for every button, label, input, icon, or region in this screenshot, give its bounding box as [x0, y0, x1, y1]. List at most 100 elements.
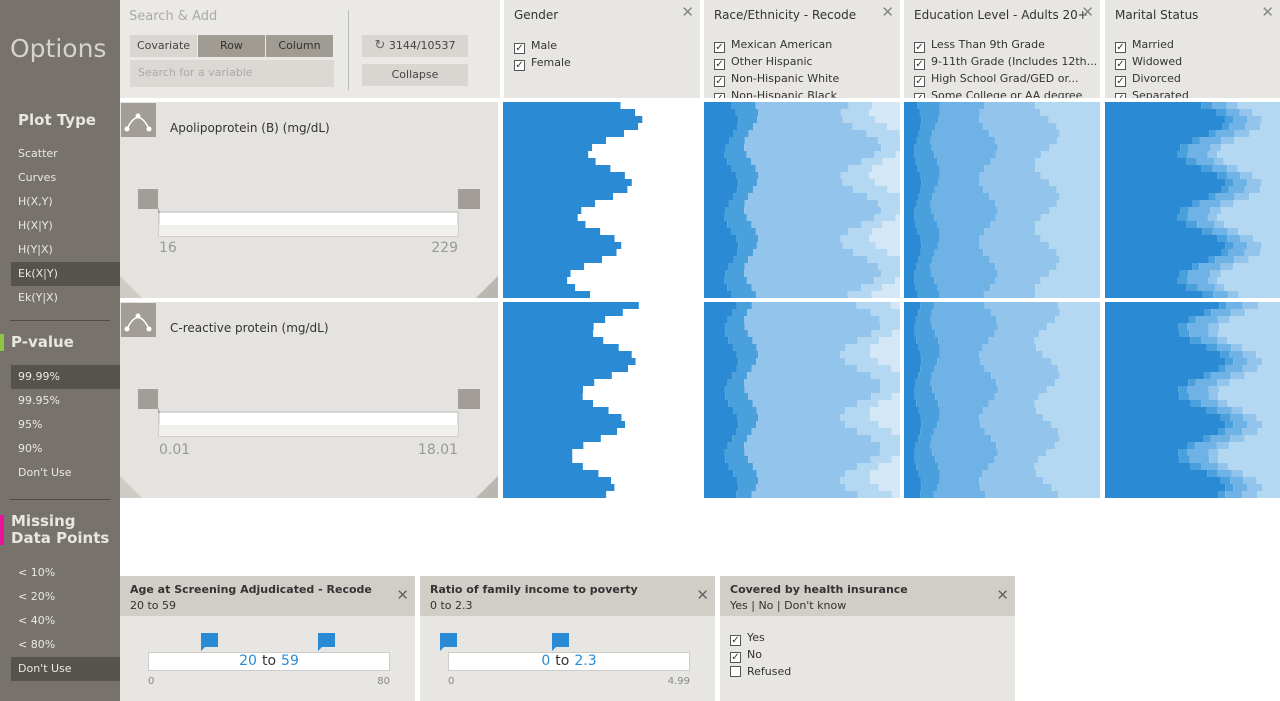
plot-band	[744, 379, 880, 386]
checkbox-option[interactable]: ✓ No	[730, 648, 762, 663]
checkbox[interactable]: ✓	[714, 59, 725, 70]
plot-band	[704, 435, 733, 442]
checkbox-option[interactable]: ✓ High School Grad/GED or...	[914, 72, 1078, 87]
checkbox-option[interactable]: ✓ Non-Hispanic Black	[714, 89, 837, 98]
plot-band	[1189, 456, 1210, 463]
plot-icon[interactable]	[121, 103, 156, 137]
menu-item[interactable]: H(X|Y)	[18, 219, 53, 232]
plot-icon[interactable]	[121, 303, 156, 337]
checkbox[interactable]: ✓	[1115, 42, 1126, 53]
range-handle[interactable]	[200, 633, 218, 647]
plot-band	[503, 193, 614, 200]
checkbox-option[interactable]: ✓ Non-Hispanic White	[714, 72, 839, 87]
range-handle[interactable]	[458, 189, 480, 209]
plot-band	[1105, 351, 1221, 358]
toggle-button[interactable]: Column	[266, 35, 333, 57]
checkbox[interactable]: ✓	[914, 93, 925, 98]
count-button[interactable]: ↻ 3144/10537	[362, 35, 468, 57]
menu-item[interactable]: 95%	[18, 418, 43, 431]
close-button[interactable]: ✕	[1081, 3, 1094, 21]
checkbox[interactable]: ✓	[714, 42, 725, 53]
menu-item[interactable]: Don't Use	[18, 466, 72, 479]
range-handle[interactable]	[138, 189, 160, 213]
plot-band	[1210, 207, 1222, 214]
checkbox[interactable]: ✓	[1115, 93, 1126, 98]
plot-band	[635, 358, 699, 365]
checkbox[interactable]: ✓	[914, 42, 925, 53]
plot-band	[921, 116, 939, 123]
close-button[interactable]: ✕	[996, 586, 1009, 604]
range-handle[interactable]	[138, 389, 160, 413]
checkbox[interactable]: ✓	[714, 76, 725, 87]
plot-band	[503, 284, 576, 291]
menu-item[interactable]: 99.95%	[18, 394, 60, 407]
plot-band	[731, 228, 756, 235]
checkbox-option[interactable]: ✓ Less Than 9th Grade	[914, 38, 1045, 53]
close-button[interactable]: ✕	[696, 586, 709, 604]
checkbox[interactable]: ✓	[914, 59, 925, 70]
toggle-button[interactable]: Covariate	[130, 35, 197, 57]
close-button[interactable]: ✕	[681, 3, 694, 21]
menu-item[interactable]: 90%	[18, 442, 43, 455]
toggle-button[interactable]: Row	[198, 35, 265, 57]
checkbox[interactable]: ✓	[514, 43, 525, 54]
plot-band	[856, 302, 891, 309]
menu-item[interactable]: < 80%	[18, 638, 56, 651]
checkbox-option[interactable]: ✓ Female	[514, 56, 571, 71]
menu-item[interactable]: 99.99%	[11, 365, 120, 389]
close-button[interactable]: ✕	[881, 3, 894, 21]
range-handle[interactable]	[440, 633, 457, 647]
checkbox[interactable]: ✓	[730, 635, 741, 646]
menu-item[interactable]: H(Y|X)	[18, 243, 53, 256]
range-handle[interactable]	[458, 389, 480, 409]
menu-item[interactable]: < 10%	[18, 566, 56, 579]
plot-band	[1199, 137, 1222, 144]
range-handle[interactable]	[551, 633, 569, 647]
checkbox-option[interactable]: ✓ Mexican American	[714, 38, 832, 53]
menu-item[interactable]: Ek(X|Y)	[11, 262, 120, 286]
checkbox[interactable]: ✓	[1115, 76, 1126, 87]
checkbox-option[interactable]: ✓ Yes	[730, 631, 765, 646]
menu-item[interactable]: Don't Use	[11, 657, 120, 681]
checkbox-option[interactable]: ✓ Divorced	[1115, 72, 1181, 87]
search-input[interactable]: Search for a variable	[130, 60, 334, 87]
plot-band	[997, 270, 1050, 277]
checkbox[interactable]: ✓	[714, 93, 725, 98]
checkbox[interactable]: ✓	[514, 60, 525, 71]
checkbox-option[interactable]: ✓ Separated	[1115, 89, 1189, 98]
menu-item[interactable]: Curves	[18, 171, 57, 184]
row-label: C-reactive protein (mg/dL)	[170, 321, 329, 335]
collapse-button[interactable]: Collapse	[362, 64, 468, 86]
plot-band	[1105, 256, 1209, 263]
menu-item[interactable]: H(X,Y)	[18, 195, 53, 208]
checkbox-option[interactable]: ✓ Widowed	[1115, 55, 1182, 70]
range-handle[interactable]	[318, 633, 336, 647]
menu-item[interactable]: < 20%	[18, 590, 56, 603]
checkbox[interactable]: ✓	[914, 76, 925, 87]
plot-band	[995, 200, 1057, 207]
checkbox[interactable]: ✓	[1115, 59, 1126, 70]
checkbox-option[interactable]: ✓ Male	[514, 39, 557, 54]
menu-item[interactable]: < 40%	[18, 614, 56, 627]
plot-band	[935, 330, 995, 337]
close-button[interactable]: ✕	[396, 586, 409, 604]
checkbox-option[interactable]: Refused	[730, 665, 791, 678]
checkbox-option[interactable]: ✓ 9-11th Grade (Includes 12th...	[914, 55, 1097, 70]
checkbox-option[interactable]: ✓ Married	[1115, 38, 1174, 53]
checkbox[interactable]: ✓	[730, 652, 741, 663]
checkbox-option[interactable]: ✓ Other Hispanic	[714, 55, 813, 70]
plot-band	[735, 172, 759, 179]
plot-band	[1247, 358, 1263, 365]
close-button[interactable]: ✕	[1261, 3, 1274, 21]
plot-band	[1249, 193, 1280, 200]
menu-item[interactable]: Ek(Y|X)	[18, 291, 58, 304]
checkbox-option[interactable]: ✓ Some College or AA degree	[914, 89, 1082, 98]
menu-item[interactable]: Scatter	[18, 147, 58, 160]
plot-band	[1229, 379, 1280, 386]
range-handle-tail	[200, 647, 205, 651]
plot-band	[724, 323, 745, 330]
checkbox[interactable]	[730, 666, 741, 677]
option-label: Non-Hispanic Black	[731, 89, 838, 98]
plot-band	[704, 323, 725, 330]
plot-band	[1049, 270, 1100, 277]
